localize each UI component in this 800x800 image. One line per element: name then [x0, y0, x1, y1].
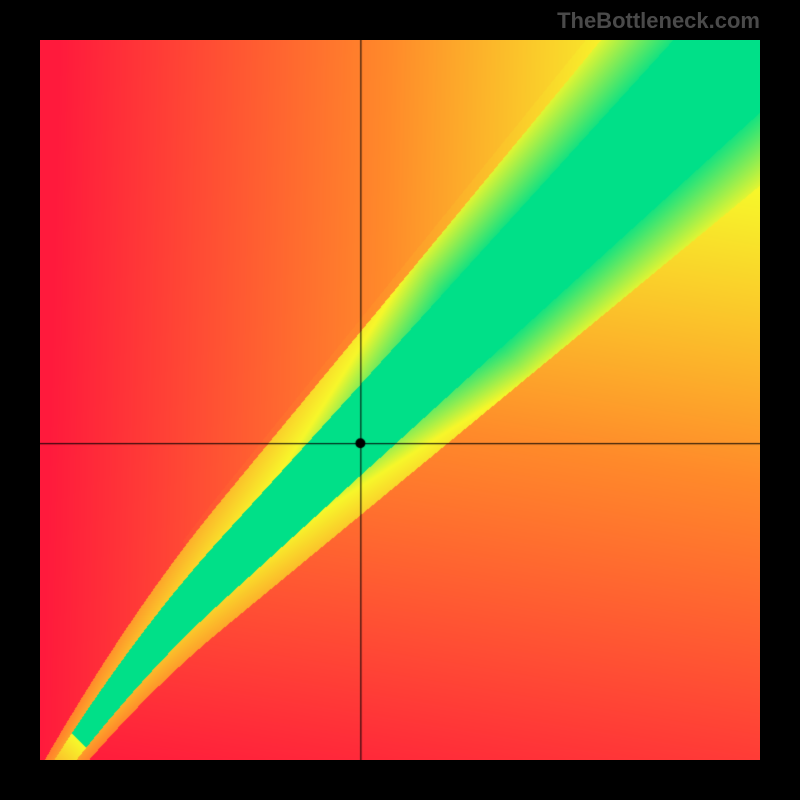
chart-container: TheBottleneck.com	[0, 0, 800, 800]
plot-area	[40, 40, 760, 760]
watermark: TheBottleneck.com	[557, 8, 760, 34]
heatmap-canvas	[40, 40, 760, 760]
